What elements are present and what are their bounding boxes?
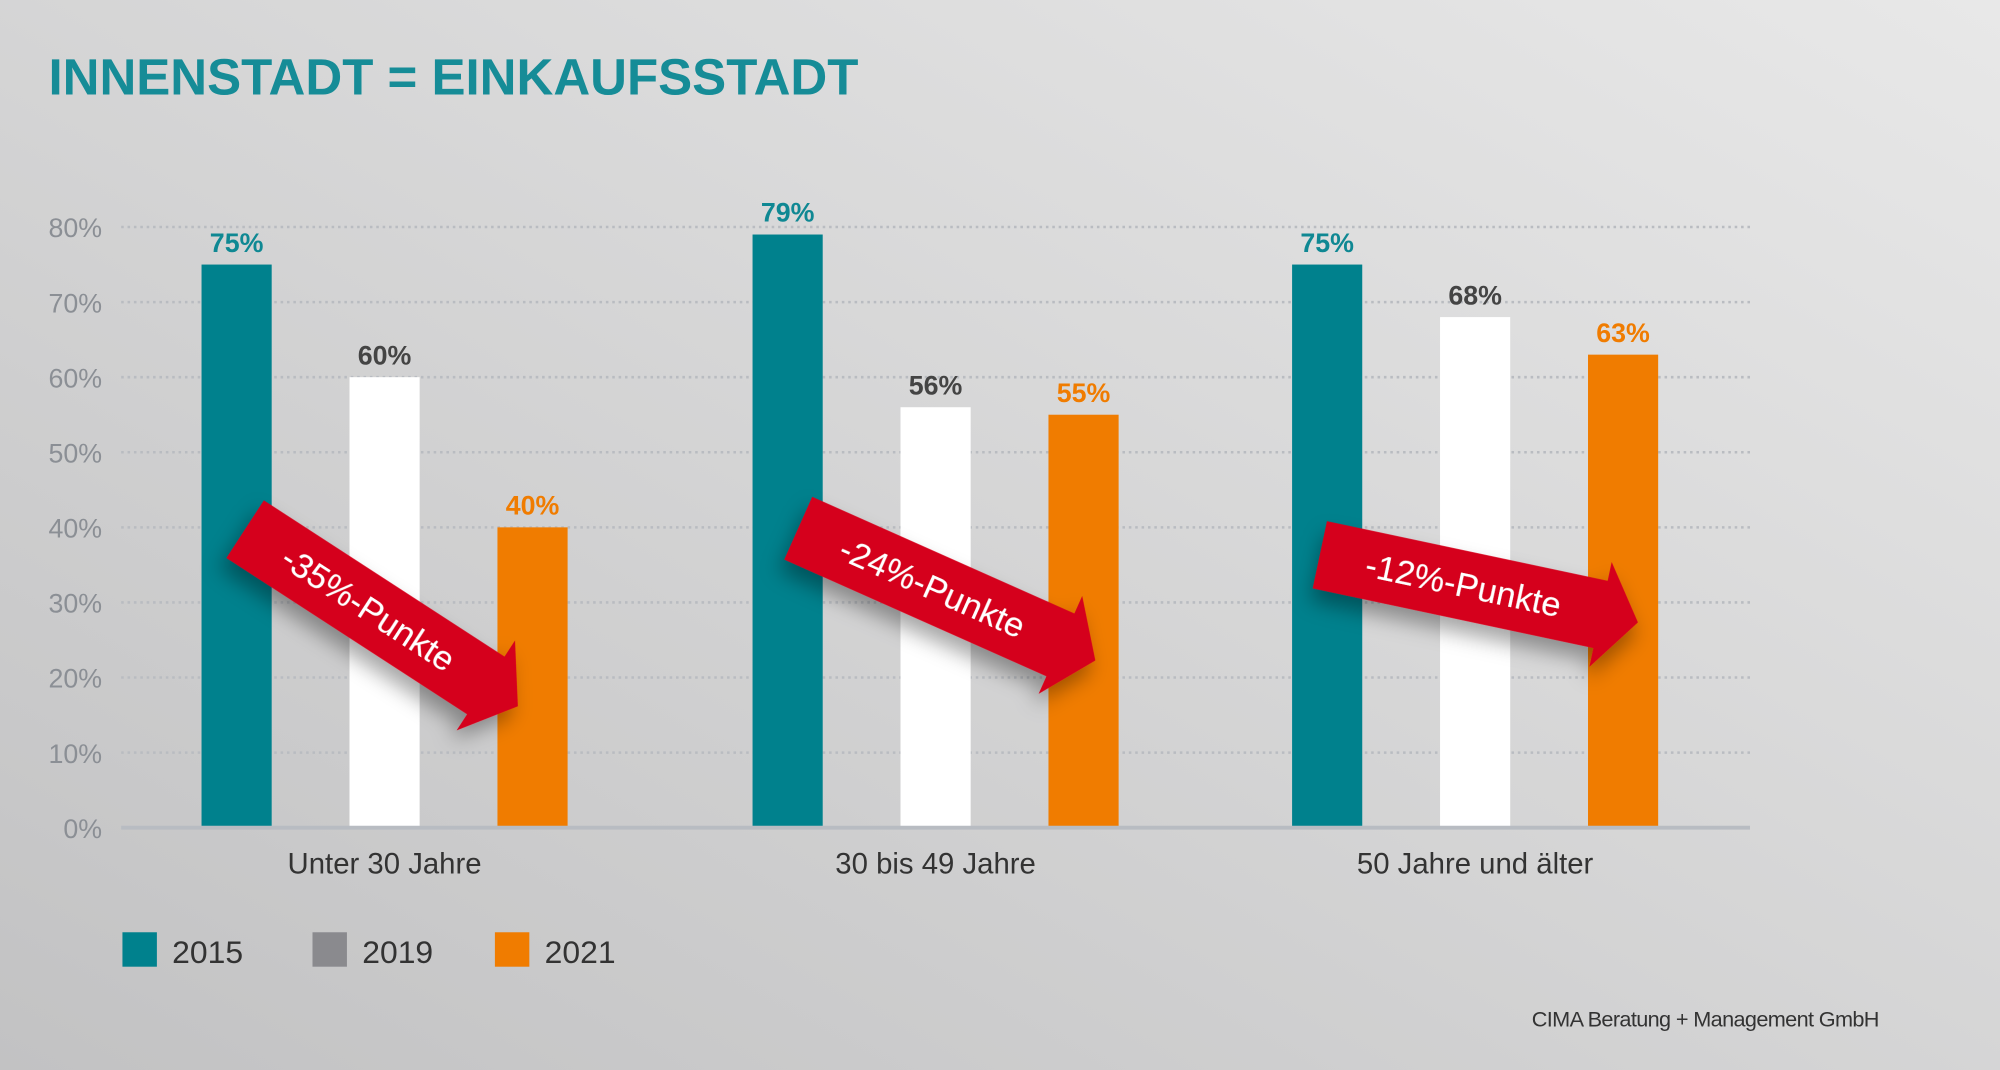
legend: 2015 2019 2021 (122, 932, 616, 970)
legend-swatch-2019 (312, 932, 347, 967)
y-tick-label: 10% (48, 739, 102, 769)
y-tick-label: 20% (48, 664, 102, 694)
category-label: Unter 30 Jahre (288, 848, 482, 881)
source-credit: CIMA Beratung + Management GmbH (1532, 1007, 1879, 1032)
value-label: 63% (1596, 318, 1650, 348)
y-tick-label: 30% (48, 589, 102, 619)
value-label: 60% (358, 340, 412, 370)
y-axis: 0% 10% 20% 30% 40% 50% 60% 70% 80% (48, 213, 102, 844)
legend-label: 2021 (545, 934, 616, 970)
y-tick-label: 80% (48, 213, 102, 243)
legend-label: 2015 (172, 934, 243, 970)
value-label: 40% (506, 491, 560, 521)
y-tick-label: 40% (48, 514, 102, 544)
value-label: 79% (761, 198, 815, 228)
arrow-shape (784, 496, 1096, 694)
value-label: 75% (210, 228, 264, 258)
bars: 75% 60% 40% 79% 56% 55% 75% 68% 63% (201, 198, 1659, 828)
value-label: 55% (1057, 378, 1111, 408)
chart-title: INNENSTADT = EINKAUFSSTADT (48, 48, 858, 105)
value-label: 68% (1448, 280, 1502, 310)
y-tick-label: 50% (48, 438, 102, 468)
category-label: 30 bis 49 Jahre (835, 848, 1036, 881)
y-tick-label: 70% (48, 288, 102, 318)
value-label: 75% (1300, 228, 1354, 258)
arrow-shape (1312, 521, 1638, 667)
category-label: 50 Jahre und älter (1357, 848, 1594, 881)
legend-swatch-2021 (494, 932, 530, 967)
arrow-shape (226, 500, 518, 731)
y-tick-label: 0% (63, 814, 102, 844)
legend-swatch-2015 (122, 932, 157, 967)
legend-label: 2019 (362, 934, 433, 970)
value-label: 56% (909, 370, 963, 400)
y-tick-label: 60% (48, 363, 102, 393)
x-axis: Unter 30 Jahre 30 bis 49 Jahre 50 Jahre un… (288, 848, 1594, 881)
